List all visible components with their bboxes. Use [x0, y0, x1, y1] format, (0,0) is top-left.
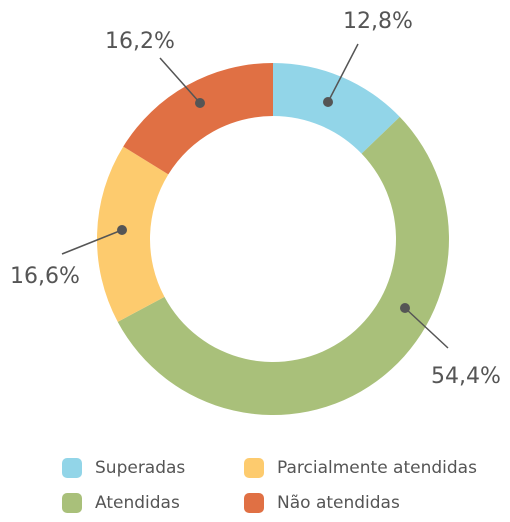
- data-label: 16,6%: [10, 264, 80, 289]
- callout-dot: [400, 303, 410, 313]
- legend-label: Superadas: [95, 458, 185, 478]
- legend-label: Atendidas: [95, 493, 180, 513]
- callout-line: [61, 229, 123, 255]
- donut-slice: [123, 63, 273, 175]
- legend-swatch: [62, 493, 82, 513]
- callout-dot: [323, 97, 333, 107]
- data-label: 16,2%: [105, 29, 175, 54]
- callout-line: [159, 57, 201, 104]
- donut-slice: [96, 146, 169, 322]
- callout-line: [404, 307, 449, 349]
- legend-label: Parcialmente atendidas: [277, 458, 477, 478]
- callout-dot: [195, 98, 205, 108]
- donut-slice: [273, 63, 400, 154]
- callout-dot: [117, 225, 127, 235]
- legend-label: Não atendidas: [277, 493, 400, 513]
- callout-line: [327, 43, 359, 103]
- legend-swatch: [244, 458, 264, 478]
- data-label: 54,4%: [431, 364, 501, 389]
- legend-swatch: [62, 458, 82, 478]
- data-label: 12,8%: [343, 9, 413, 34]
- donut-slice: [117, 116, 449, 415]
- legend-swatch: [244, 493, 264, 513]
